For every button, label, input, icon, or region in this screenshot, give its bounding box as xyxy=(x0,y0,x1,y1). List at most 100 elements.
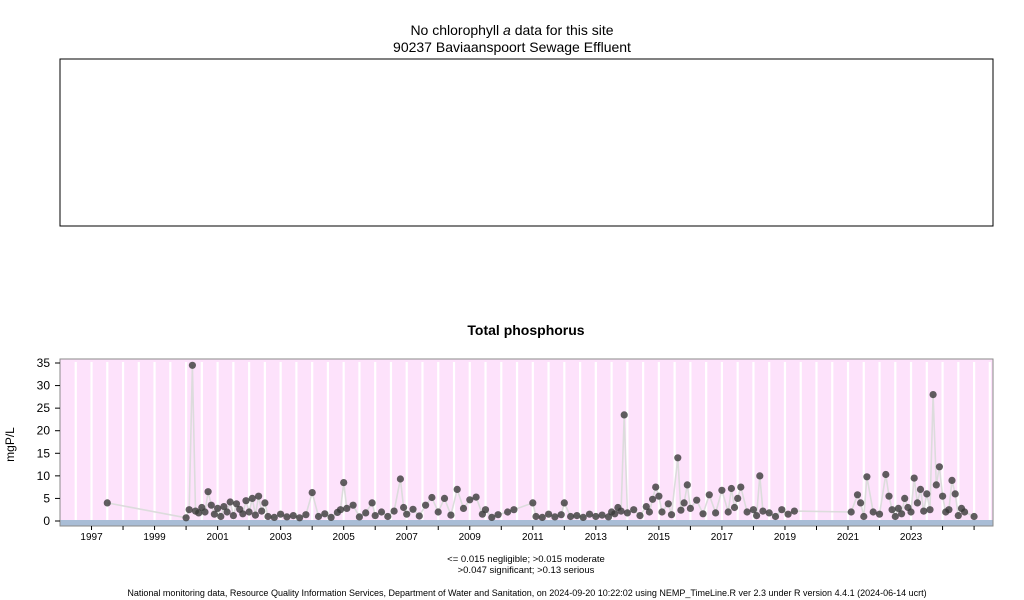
data-point xyxy=(945,506,953,514)
data-point xyxy=(368,499,376,507)
x-tick-label: 2001 xyxy=(206,532,229,543)
data-point xyxy=(853,491,862,499)
data-point xyxy=(327,513,335,522)
no-data-title-prefix: No chlorophyll xyxy=(410,22,500,38)
data-point xyxy=(667,511,676,519)
data-point xyxy=(261,499,269,507)
data-point xyxy=(204,488,212,496)
data-point xyxy=(727,484,736,493)
plot-background xyxy=(60,359,993,526)
data-point xyxy=(270,513,278,522)
data-point xyxy=(343,504,351,512)
data-point xyxy=(283,513,291,521)
data-point xyxy=(532,512,540,521)
data-point xyxy=(888,506,896,514)
data-point xyxy=(185,506,193,514)
data-point xyxy=(759,507,767,515)
data-point xyxy=(932,481,940,489)
data-point xyxy=(935,463,944,471)
data-point xyxy=(636,511,644,520)
no-data-title-italic: a xyxy=(503,22,511,38)
data-point xyxy=(248,494,256,502)
data-point xyxy=(207,501,215,509)
y-tick-label: 30 xyxy=(37,379,51,393)
data-point xyxy=(743,508,751,516)
no-data-title-suffix: data for this site xyxy=(514,22,614,38)
x-tick-label: 1997 xyxy=(80,532,103,543)
data-point xyxy=(894,504,903,512)
data-point xyxy=(428,493,436,502)
data-point xyxy=(970,512,978,521)
data-point xyxy=(340,479,348,487)
data-point xyxy=(349,501,357,509)
data-point xyxy=(730,503,739,512)
data-point xyxy=(545,510,553,518)
data-point xyxy=(103,499,111,507)
data-point xyxy=(504,508,512,516)
x-tick-label: 2017 xyxy=(711,532,734,543)
empty-chlorophyll-panel xyxy=(59,58,994,227)
data-point xyxy=(258,507,266,515)
data-point xyxy=(857,499,865,507)
data-point xyxy=(898,510,906,518)
data-point xyxy=(778,506,786,514)
data-point xyxy=(674,454,682,462)
y-tick-label: 25 xyxy=(37,401,51,415)
data-point xyxy=(400,503,408,512)
data-point xyxy=(753,511,761,520)
data-point xyxy=(403,510,411,518)
data-point xyxy=(579,513,587,522)
data-point xyxy=(686,504,695,512)
data-point xyxy=(611,510,619,518)
data-point xyxy=(916,485,925,493)
data-point xyxy=(214,504,222,512)
data-point xyxy=(920,507,928,515)
plot-frame xyxy=(59,358,994,527)
data-point xyxy=(951,490,959,498)
data-point xyxy=(481,506,490,514)
data-point xyxy=(598,511,606,519)
data-point xyxy=(201,508,209,516)
data-point xyxy=(693,496,701,504)
data-point xyxy=(396,475,404,483)
data-point xyxy=(961,508,969,516)
data-point xyxy=(737,483,745,491)
x-tick-label: 2013 xyxy=(585,532,608,543)
data-point xyxy=(296,514,304,522)
data-point xyxy=(863,473,871,481)
data-point xyxy=(645,508,654,516)
data-point xyxy=(355,513,363,521)
data-point xyxy=(488,513,496,522)
data-point xyxy=(907,508,915,516)
data-point xyxy=(655,492,663,500)
data-point xyxy=(229,511,237,520)
no-data-title: No chlorophyll a data for this site xyxy=(0,22,1024,38)
x-tick-label: 2011 xyxy=(522,532,544,543)
data-point xyxy=(954,511,962,520)
data-point xyxy=(734,494,742,502)
data-point xyxy=(948,476,956,484)
data-point xyxy=(699,510,707,518)
data-point xyxy=(680,499,688,507)
data-point xyxy=(617,507,625,515)
data-point xyxy=(885,492,893,500)
data-point xyxy=(459,504,468,512)
data-point xyxy=(210,510,218,518)
y-tick-label: 35 xyxy=(37,356,51,370)
data-point xyxy=(255,492,263,500)
y-tick-label: 15 xyxy=(37,446,51,460)
data-point xyxy=(658,508,666,516)
data-point xyxy=(749,506,758,514)
data-point xyxy=(891,512,899,521)
data-point xyxy=(790,507,799,515)
y-tick-label: 0 xyxy=(43,514,50,528)
data-point xyxy=(557,511,565,519)
data-point xyxy=(242,497,250,505)
data-point xyxy=(756,472,764,480)
data-point xyxy=(264,512,272,521)
data-point xyxy=(239,510,247,518)
data-point xyxy=(472,493,480,501)
data-point xyxy=(447,511,455,519)
data-point xyxy=(567,512,575,521)
x-tick-label: 1999 xyxy=(143,532,166,543)
